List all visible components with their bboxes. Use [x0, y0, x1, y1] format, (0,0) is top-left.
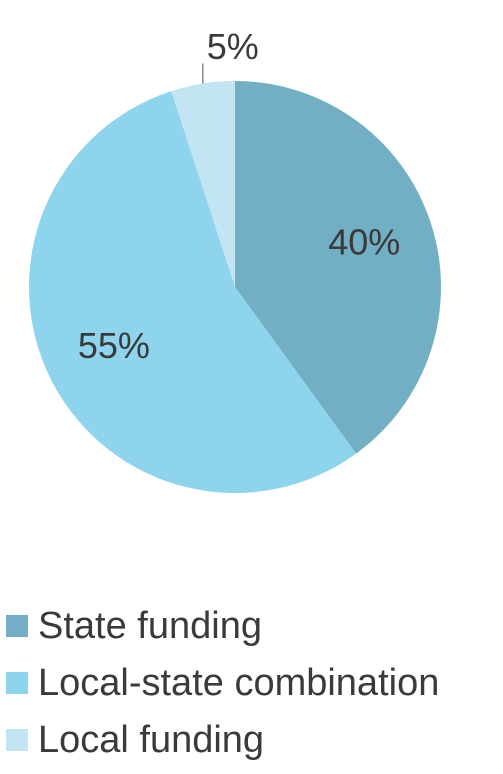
pie-slice-local-state-combination: [29, 91, 357, 493]
legend-label-local-state-combination: Local-state combination: [38, 661, 440, 704]
slice-label-local-state-combination: 55%: [78, 325, 150, 366]
legend-swatch-state-funding: [6, 614, 28, 637]
legend-label-state-funding: State funding: [38, 604, 262, 647]
legend-label-local-funding: Local funding: [38, 718, 265, 761]
legend-swatch-local-state-combination: [6, 671, 28, 694]
legend-item-local-funding: Local funding: [6, 711, 439, 768]
legend-item-local-state-combination: Local-state combination: [6, 654, 439, 711]
legend: State funding Local-state combination Lo…: [6, 597, 439, 768]
slice-labels: 40% 55% 5%: [78, 26, 401, 366]
pie-slice-state-funding: [235, 81, 442, 454]
legend-item-state-funding: State funding: [6, 597, 439, 654]
slice-label-local-funding: 5%: [207, 26, 259, 67]
pie-slices: [29, 81, 442, 493]
legend-swatch-local-funding: [6, 728, 28, 751]
slice-label-state-funding: 40%: [328, 222, 400, 263]
pie-slice-local-funding: [171, 81, 235, 287]
pie-chart: 40% 55% 5%: [29, 26, 442, 493]
